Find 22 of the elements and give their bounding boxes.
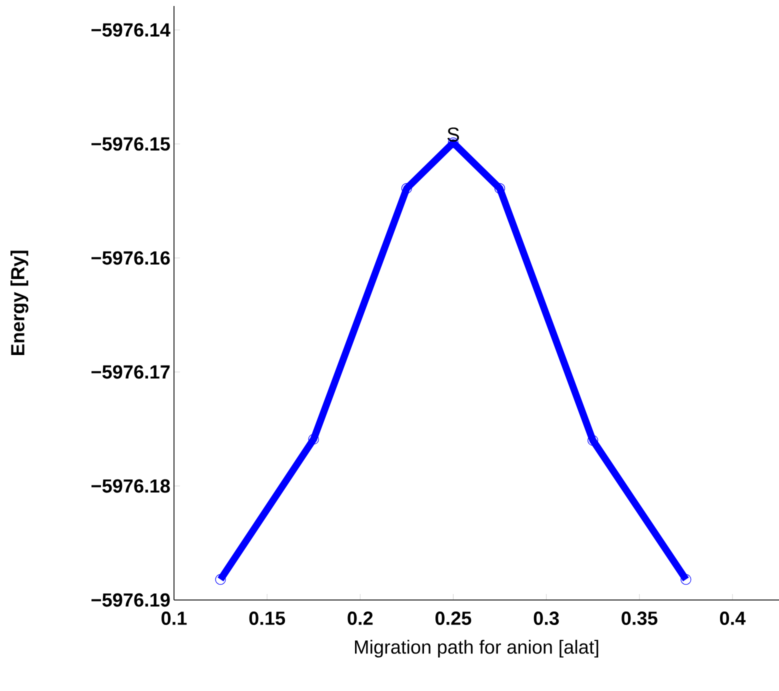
point [401,183,412,194]
y-tick-label: −5976.16 [91,251,170,265]
x-axis-title: Migration path for anion [alat] [355,640,598,658]
x-tick-label: 0.25 [435,612,472,625]
x-tick-label: 0.3 [534,612,559,626]
y-tick-label: −5976.18 [91,479,170,493]
y-axis-title: Energy [Ry] [10,250,28,356]
y-tick-label: −5976.15 [91,137,170,151]
x-tick-label: 0.2 [348,612,373,625]
annotation: S [447,127,459,142]
x-tick-label: 0.1 [162,612,187,625]
y-tick-label: −5976.14 [91,23,170,37]
point [680,574,692,585]
point [494,183,506,194]
x-tick-label: 0.35 [622,612,658,626]
x-tick-label: 0.4 [720,612,746,625]
x-tick-label: 0.15 [249,612,286,625]
y-tick-label: −5976.19 [91,593,170,607]
point [215,574,226,585]
point [308,434,319,445]
y-tick-label: −5976.17 [91,365,170,379]
point [588,435,598,446]
